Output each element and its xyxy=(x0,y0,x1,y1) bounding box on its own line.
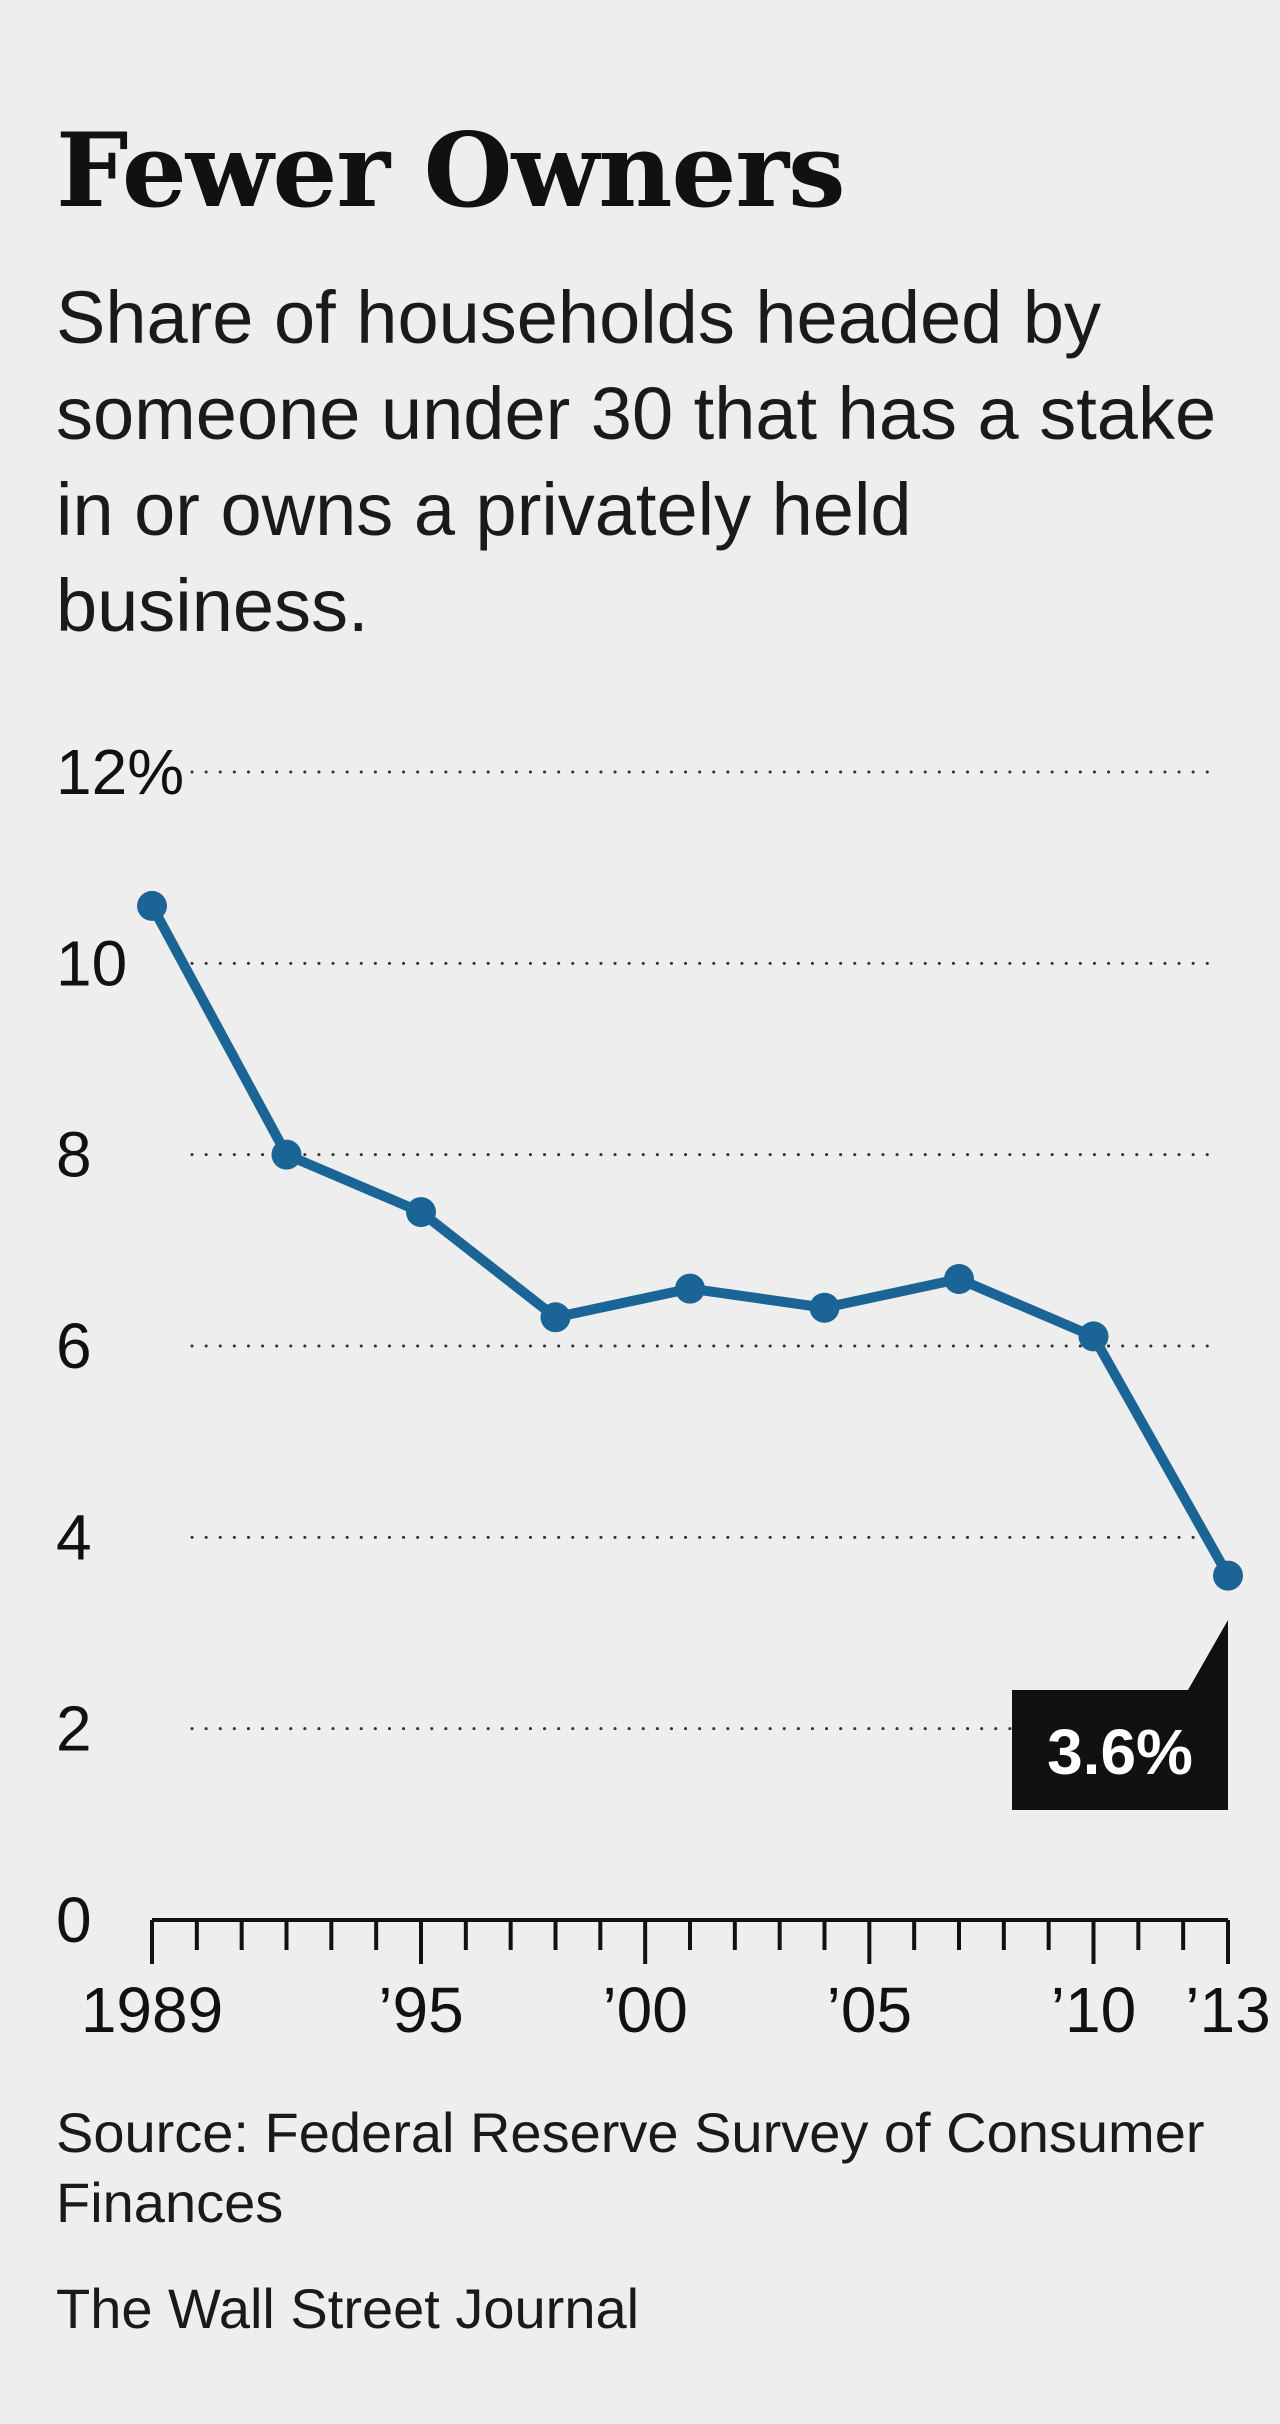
data-point-1995 xyxy=(406,1197,436,1228)
data-point-2010 xyxy=(1078,1321,1109,1352)
y-tick-label-0: 0 xyxy=(56,1884,92,1956)
x-axis xyxy=(150,1918,1230,1964)
data-points xyxy=(137,890,1243,1591)
series-line xyxy=(147,900,1233,1581)
annotation-box xyxy=(1012,1620,1228,1810)
x-tick-label-2010: ’10 xyxy=(1051,1974,1136,2046)
source-note: Source: Federal Reserve Survey of Consum… xyxy=(56,2101,1205,2234)
y-tick-label-8: 8 xyxy=(56,1119,92,1191)
y-axis-labels: 0 2 4 6 8 10 12% xyxy=(56,736,184,1956)
gridlines xyxy=(190,770,1218,1731)
y-tick-label-4: 4 xyxy=(56,1501,92,1573)
data-point-2007 xyxy=(944,1264,974,1295)
data-point-2004 xyxy=(809,1292,840,1323)
chart-title: Fewer Owners xyxy=(56,111,846,231)
line-chart: 0 2 4 6 8 10 12% 1989 ’95 ’00 ’05 ’10 ’13 3.6% xyxy=(56,736,1271,2046)
series-polyline xyxy=(147,900,1233,1581)
y-tick-label-6: 6 xyxy=(56,1310,92,1382)
credit-line: The Wall Street Journal xyxy=(56,2277,640,2340)
y-tick-label-10: 10 xyxy=(56,927,127,999)
data-point-1989 xyxy=(137,890,167,921)
annotation-label: 3.6% xyxy=(1047,1716,1193,1788)
chart-subtitle: Share of households headed by someone un… xyxy=(56,276,1217,647)
x-tick-label-2005: ’05 xyxy=(827,1974,912,2046)
data-point-1998 xyxy=(540,1302,571,1333)
x-tick-label-1989: 1989 xyxy=(81,1974,223,2046)
y-tick-label-2: 2 xyxy=(56,1693,92,1765)
annotation-callout: 3.6% xyxy=(1012,1620,1228,1810)
data-point-2001 xyxy=(675,1273,705,1304)
y-tick-label-12: 12% xyxy=(56,736,184,808)
data-point-2013 xyxy=(1213,1560,1243,1591)
x-tick-label-2013: ’13 xyxy=(1185,1974,1270,2046)
x-axis-labels: 1989 ’95 ’00 ’05 ’10 ’13 xyxy=(81,1974,1271,2046)
x-tick-label-2000: ’00 xyxy=(602,1974,687,2046)
x-tick-label-1995: ’95 xyxy=(378,1974,463,2046)
data-point-1992 xyxy=(271,1139,302,1170)
